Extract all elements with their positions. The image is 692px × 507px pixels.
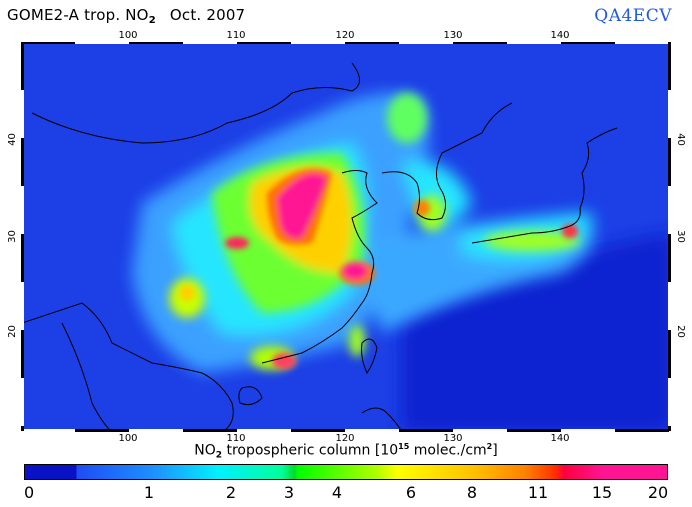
lon-tick-bottom: 120 <box>335 433 355 444</box>
colorbar-title: NO2 tropospheric column [1015 molec./cm2… <box>0 442 692 461</box>
lon-tick-bottom: 110 <box>226 433 246 444</box>
map-title: GOME2-A trop. NO2 Oct. 2007 <box>7 6 245 26</box>
colorbar-title-part: NO <box>194 442 216 459</box>
lat-tick-right: 20 <box>674 325 686 338</box>
bottom-axis-scale <box>21 429 671 432</box>
lat-tick-left: 20 <box>6 325 18 338</box>
colorbar-tick: 8 <box>466 483 478 502</box>
lon-tick-bottom: 100 <box>118 433 138 444</box>
colorbar <box>24 464 668 480</box>
colorbar-title-part: ] <box>492 442 498 459</box>
lat-tick-right: 30 <box>674 230 686 243</box>
colorbar-tick: 6 <box>405 483 417 502</box>
lat-tick-left: 40 <box>6 133 18 146</box>
lon-tick-top: 140 <box>550 30 570 41</box>
lon-tick-top: 100 <box>118 30 138 41</box>
colorbar-title-part: molec./cm <box>409 442 487 459</box>
colorbar-title-sup: 15 <box>398 442 410 451</box>
map-panel <box>21 42 671 431</box>
top-axis-scale <box>21 42 671 44</box>
colorbar-tick: 3 <box>283 483 295 502</box>
lat-tick-right: 40 <box>674 133 686 146</box>
title-subscript: 2 <box>148 15 156 26</box>
left-axis-scale <box>21 42 24 431</box>
colorbar-tick: 4 <box>331 483 343 502</box>
colorbar-tick: 20 <box>647 483 669 502</box>
lon-tick-top: 130 <box>443 30 463 41</box>
title-text: GOME2-A trop. NO <box>7 6 149 24</box>
title-date: Oct. 2007 <box>169 6 246 24</box>
colorbar-tick: 15 <box>591 483 613 502</box>
lon-tick-bottom: 130 <box>443 433 463 444</box>
colorbar-tick: 2 <box>225 483 237 502</box>
lon-tick-top: 120 <box>335 30 355 41</box>
no2-heatmap <box>22 43 670 430</box>
colorbar-tick: 11 <box>527 483 549 502</box>
lon-tick-top: 110 <box>226 30 246 41</box>
brand-label: QA4ECV <box>594 6 672 26</box>
colorbar-title-sup: 2 <box>486 442 493 451</box>
colorbar-tick: 1 <box>143 483 155 502</box>
right-axis-scale <box>668 42 671 431</box>
colorbar-tick: 0 <box>24 483 35 502</box>
lon-tick-bottom: 140 <box>550 433 570 444</box>
lat-tick-left: 30 <box>6 230 18 243</box>
colorbar-title-sub: 2 <box>215 450 223 461</box>
colorbar-title-part: tropospheric column [10 <box>222 442 399 459</box>
